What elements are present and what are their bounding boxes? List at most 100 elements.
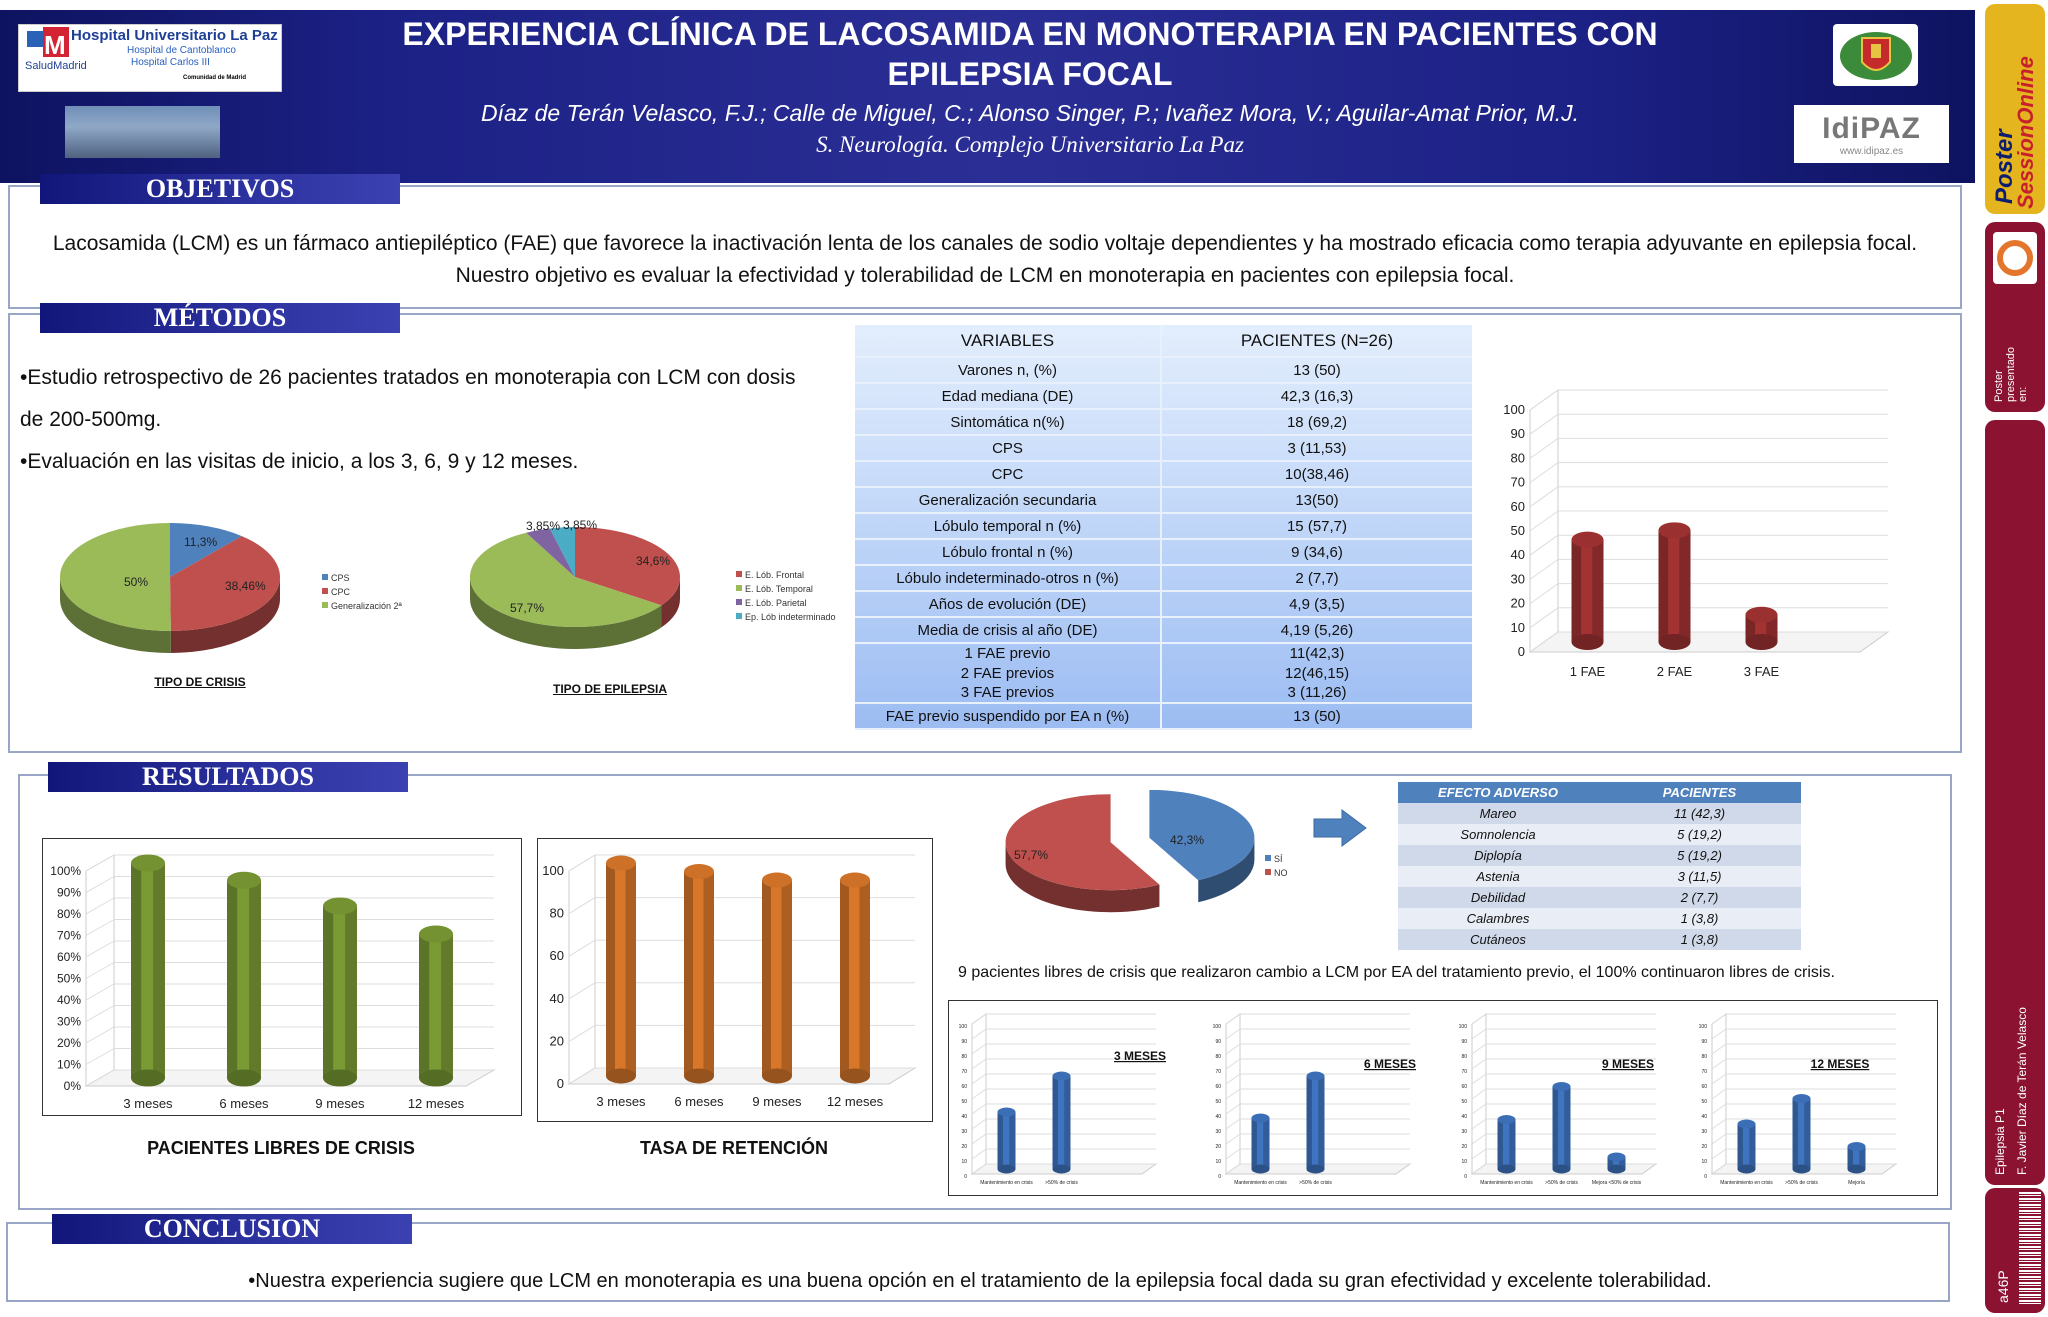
y-tick-label: 80%	[57, 907, 81, 921]
y-tick-label: 50	[1461, 1099, 1467, 1105]
table-row: Años de evolución (DE) 4,9 (3,5)	[855, 591, 1472, 618]
gridline	[85, 854, 115, 872]
y-tick-label: 70	[961, 1069, 967, 1075]
chart-libres-crisis: 0% 10% 20% 30% 40% 50% 60% 70% 80% 90% 100% 3 meses…	[50, 854, 496, 1111]
bar-top	[323, 897, 357, 915]
idipaz-name: IdiPAZ	[1822, 111, 1921, 145]
variable-cell: 1 FAE previo	[855, 643, 1162, 663]
variable-cell: 2 FAE previos	[855, 663, 1162, 683]
y-tick-label: 70	[1511, 475, 1525, 490]
metodos-bullet2: •Evaluación en las visitas de inicio, a …	[20, 450, 579, 473]
bar-base	[1658, 634, 1691, 650]
gridline	[1711, 1133, 1727, 1145]
gridline	[1471, 1013, 1487, 1025]
x-category-label: Mejora <50% de crisis	[1592, 1180, 1642, 1186]
pie-slice	[170, 523, 242, 577]
value-cell: 4,19 (5,26)	[1161, 617, 1472, 644]
table-row: CPC 10(38,46)	[855, 461, 1472, 488]
bar-shade	[227, 880, 238, 1078]
brand-line2: SessionOnline	[2013, 56, 2038, 209]
metodos-text: •Estudio retrospectivo de 26 pacientes t…	[20, 357, 820, 483]
y-tick-label: 40%	[57, 993, 81, 1007]
y-tick-label: 60	[961, 1084, 967, 1090]
chart-tipo-epilepsia: 34,6% 57,7% 3,85% 3,85% E. Lób. Frontal E. Ló…	[470, 518, 836, 649]
gridline	[568, 939, 596, 957]
ae-row: Somnolencia 5 (19,2)	[1398, 824, 1801, 845]
y-tick-label: 80	[1215, 1054, 1221, 1060]
ae-patients-cell: 1 (3,8)	[1680, 911, 1719, 926]
y-tick-label: 0	[1218, 1174, 1221, 1180]
gridline	[85, 1026, 115, 1044]
hospital-photo	[65, 106, 220, 158]
y-tick-label: 80	[1701, 1054, 1707, 1060]
gridline	[971, 1118, 987, 1130]
variable-cell: Lóbulo frontal n (%)	[855, 539, 1162, 566]
bar-base	[323, 1069, 357, 1087]
legend-swatch	[1265, 869, 1271, 875]
y-tick-label: 60	[1215, 1084, 1221, 1090]
y-tick-label: 20	[1461, 1144, 1467, 1150]
value-cell: 42,3 (16,3)	[1161, 383, 1472, 410]
idipaz-url: www.idipaz.es	[1839, 145, 1904, 157]
bar-shade	[1679, 530, 1691, 642]
gridline	[1711, 1013, 1727, 1025]
gridline	[971, 1043, 987, 1055]
bar-base	[419, 1069, 453, 1087]
gridline	[1529, 486, 1559, 508]
ae-effect-cell: Debilidad	[1470, 890, 1526, 905]
ae-effect-cell: Astenia	[1476, 869, 1520, 884]
y-tick-label: 80	[1511, 450, 1525, 465]
legend-swatch	[736, 613, 742, 619]
gridline	[971, 1163, 987, 1175]
y-tick-label: 60	[1701, 1084, 1707, 1090]
y-tick-label: 0	[1704, 1174, 1707, 1180]
chart-6-meses: 0 10 20 30 40 50 60 70 80 90 100 Mantenimiento en c…	[1213, 1013, 1416, 1186]
gridline	[1471, 1073, 1487, 1085]
table-row: Media de crisis al año (DE) 4,19 (5,26)	[855, 617, 1472, 644]
ae-patients-cell: 2 (7,7)	[1680, 890, 1719, 905]
conclusion-text: •Nuestra experiencia sugiere que LCM en …	[248, 1270, 1712, 1292]
y-tick-label: 100	[1213, 1024, 1222, 1030]
y-tick-label: 100	[1503, 402, 1525, 417]
gridline	[971, 1088, 987, 1100]
bar-base	[1745, 634, 1778, 650]
pie1-caption: TIPO DE CRISIS	[154, 675, 246, 689]
chart-fae-previos: 0 10 20 30 40 50 60 70 80 90 100 1 FAE 2 FAE 3 FAE	[1503, 389, 1890, 679]
chart-efectos-adversos: 42,3% 57,7% SÍ NO	[1005, 790, 1288, 913]
pie-data-label: 11,3%	[184, 535, 217, 549]
value-cell: 15 (57,7)	[1161, 513, 1472, 540]
gridline	[85, 940, 115, 958]
y-tick-label: 30	[1461, 1129, 1467, 1135]
bar-base	[1607, 1164, 1626, 1174]
gridline	[1471, 1148, 1487, 1160]
gridline	[85, 962, 115, 979]
side-wall	[568, 854, 596, 1085]
table-row: Edad mediana (DE) 42,3 (16,3)	[855, 383, 1472, 410]
gridline	[1471, 1043, 1487, 1055]
table-row: FAE previo suspendido por EA n (%) 13 (50…	[855, 703, 1472, 730]
bar-shade	[131, 863, 142, 1078]
hospital-sub2: Hospital Carlos III	[131, 57, 210, 68]
bar-shade	[1009, 1112, 1016, 1169]
objetivos-section	[8, 185, 1962, 309]
gridline	[1711, 1043, 1727, 1055]
ae-row: Astenia 3 (11,5)	[1398, 866, 1801, 887]
gridline	[1529, 534, 1559, 556]
pie-slice	[575, 527, 680, 606]
y-tick-label: 10	[1701, 1159, 1707, 1165]
bar-base	[762, 1068, 792, 1084]
x-category-label: Mantenimiento en crisis	[1480, 1180, 1533, 1186]
y-tick-label: 90	[1511, 426, 1525, 441]
y-tick-label: 50	[961, 1099, 967, 1105]
gridline	[1711, 1118, 1727, 1130]
chart-retencion: 0 20 40 60 80 100 3 meses 6 meses 9 meses 12 mese…	[542, 854, 917, 1109]
legend-label: NO	[1274, 868, 1288, 878]
bar-shade	[1592, 539, 1604, 642]
table-row: Sintomática n(%) 18 (69,2)	[855, 409, 1472, 436]
gridline	[1711, 1073, 1727, 1085]
session-name: Epilepsia P1	[1993, 1108, 2007, 1175]
bar-top	[762, 872, 792, 888]
gridline	[85, 983, 115, 1001]
y-tick-label: 20	[1215, 1144, 1221, 1150]
y-tick-label: 70%	[57, 929, 81, 943]
